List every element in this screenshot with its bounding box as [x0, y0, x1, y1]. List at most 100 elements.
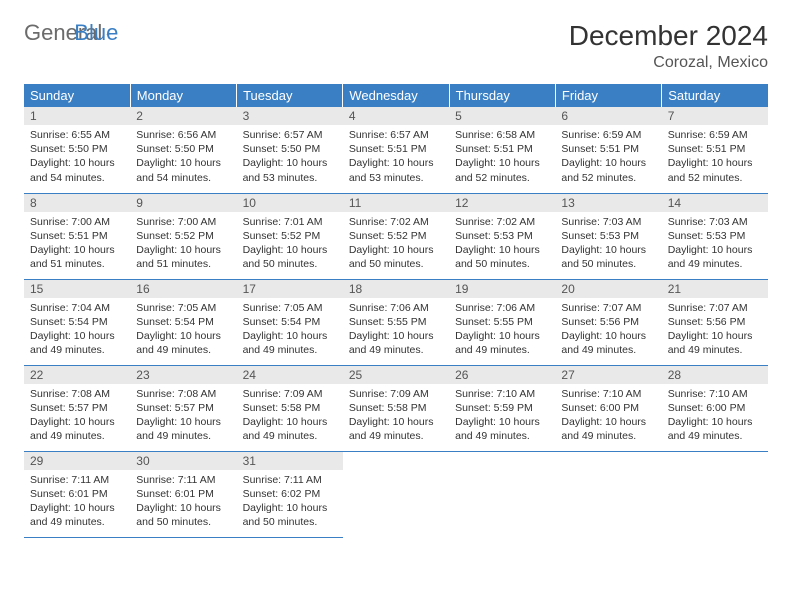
- sunset-text: Sunset: 5:51 PM: [668, 142, 762, 156]
- sunset-text: Sunset: 5:58 PM: [349, 401, 443, 415]
- day-number: 10: [237, 194, 343, 212]
- logo-text-2: Blue: [74, 20, 118, 46]
- daylight-text: Daylight: 10 hours and 50 minutes.: [243, 501, 337, 529]
- sunset-text: Sunset: 5:53 PM: [561, 229, 655, 243]
- sunset-text: Sunset: 5:57 PM: [136, 401, 230, 415]
- daylight-text: Daylight: 10 hours and 49 minutes.: [455, 329, 549, 357]
- daylight-text: Daylight: 10 hours and 49 minutes.: [668, 243, 762, 271]
- calendar-cell: 4Sunrise: 6:57 AMSunset: 5:51 PMDaylight…: [343, 107, 449, 193]
- daylight-text: Daylight: 10 hours and 53 minutes.: [349, 156, 443, 184]
- sunrise-text: Sunrise: 6:58 AM: [455, 128, 549, 142]
- calendar-cell: 21Sunrise: 7:07 AMSunset: 5:56 PMDayligh…: [662, 279, 768, 365]
- daylight-text: Daylight: 10 hours and 50 minutes.: [455, 243, 549, 271]
- month-title: December 2024: [569, 20, 768, 52]
- day-number: 1: [24, 107, 130, 125]
- day-number: 7: [662, 107, 768, 125]
- day-number: 3: [237, 107, 343, 125]
- day-details: Sunrise: 6:57 AMSunset: 5:51 PMDaylight:…: [343, 125, 449, 189]
- calendar-cell: [662, 451, 768, 537]
- sunset-text: Sunset: 5:55 PM: [349, 315, 443, 329]
- day-number: 27: [555, 366, 661, 384]
- sunrise-text: Sunrise: 7:08 AM: [30, 387, 124, 401]
- daylight-text: Daylight: 10 hours and 50 minutes.: [561, 243, 655, 271]
- day-number: 30: [130, 452, 236, 470]
- calendar-cell: 30Sunrise: 7:11 AMSunset: 6:01 PMDayligh…: [130, 451, 236, 537]
- sunset-text: Sunset: 5:52 PM: [243, 229, 337, 243]
- calendar-cell: 1Sunrise: 6:55 AMSunset: 5:50 PMDaylight…: [24, 107, 130, 193]
- calendar-cell: 17Sunrise: 7:05 AMSunset: 5:54 PMDayligh…: [237, 279, 343, 365]
- daylight-text: Daylight: 10 hours and 49 minutes.: [668, 415, 762, 443]
- sunset-text: Sunset: 6:00 PM: [561, 401, 655, 415]
- sunset-text: Sunset: 5:50 PM: [30, 142, 124, 156]
- daylight-text: Daylight: 10 hours and 51 minutes.: [136, 243, 230, 271]
- day-details: Sunrise: 7:03 AMSunset: 5:53 PMDaylight:…: [555, 212, 661, 276]
- sunrise-text: Sunrise: 6:57 AM: [349, 128, 443, 142]
- day-details: Sunrise: 7:11 AMSunset: 6:01 PMDaylight:…: [130, 470, 236, 534]
- sunset-text: Sunset: 5:56 PM: [668, 315, 762, 329]
- day-details: Sunrise: 6:55 AMSunset: 5:50 PMDaylight:…: [24, 125, 130, 189]
- day-details: Sunrise: 7:07 AMSunset: 5:56 PMDaylight:…: [555, 298, 661, 362]
- day-details: Sunrise: 7:05 AMSunset: 5:54 PMDaylight:…: [237, 298, 343, 362]
- daylight-text: Daylight: 10 hours and 51 minutes.: [30, 243, 124, 271]
- sunrise-text: Sunrise: 7:05 AM: [136, 301, 230, 315]
- sunset-text: Sunset: 5:56 PM: [561, 315, 655, 329]
- day-number: 16: [130, 280, 236, 298]
- page-header: General Blue December 2024 Corozal, Mexi…: [24, 20, 768, 72]
- day-number: 18: [343, 280, 449, 298]
- daylight-text: Daylight: 10 hours and 49 minutes.: [349, 329, 443, 357]
- calendar-cell: 18 Sunrise: 7:06 AMSunset: 5:55 PMDayligh…: [343, 279, 449, 365]
- logo: General Blue: [24, 20, 118, 46]
- day-number: 29: [24, 452, 130, 470]
- day-details: Sunrise: 7:11 AMSunset: 6:01 PMDaylight:…: [24, 470, 130, 534]
- sunrise-text: Sunrise: 7:03 AM: [668, 215, 762, 229]
- day-number: 28: [662, 366, 768, 384]
- weekday-header: Saturday: [662, 84, 768, 107]
- sunrise-text: Sunrise: 7:07 AM: [561, 301, 655, 315]
- sunset-text: Sunset: 5:52 PM: [349, 229, 443, 243]
- daylight-text: Daylight: 10 hours and 52 minutes.: [668, 156, 762, 184]
- day-number: 24: [237, 366, 343, 384]
- calendar-week-row: 22Sunrise: 7:08 AMSunset: 5:57 PMDayligh…: [24, 365, 768, 451]
- sunset-text: Sunset: 5:51 PM: [349, 142, 443, 156]
- sunset-text: Sunset: 6:01 PM: [136, 487, 230, 501]
- sunrise-text: Sunrise: 7:06 AM: [349, 301, 443, 315]
- weekday-header: Wednesday: [343, 84, 449, 107]
- daylight-text: Daylight: 10 hours and 49 minutes.: [30, 329, 124, 357]
- calendar-cell: 3Sunrise: 6:57 AMSunset: 5:50 PMDaylight…: [237, 107, 343, 193]
- day-number: 12: [449, 194, 555, 212]
- daylight-text: Daylight: 10 hours and 49 minutes.: [243, 329, 337, 357]
- sunset-text: Sunset: 5:53 PM: [668, 229, 762, 243]
- daylight-text: Daylight: 10 hours and 53 minutes.: [243, 156, 337, 184]
- daylight-text: Daylight: 10 hours and 49 minutes.: [136, 415, 230, 443]
- day-number: 4: [343, 107, 449, 125]
- calendar-body: 1Sunrise: 6:55 AMSunset: 5:50 PMDaylight…: [24, 107, 768, 537]
- sunset-text: Sunset: 5:51 PM: [30, 229, 124, 243]
- day-details: Sunrise: 7:00 AMSunset: 5:52 PMDaylight:…: [130, 212, 236, 276]
- calendar-table: Sunday Monday Tuesday Wednesday Thursday…: [24, 84, 768, 538]
- day-details: Sunrise: 7:10 AMSunset: 6:00 PMDaylight:…: [662, 384, 768, 448]
- sunset-text: Sunset: 5:50 PM: [136, 142, 230, 156]
- daylight-text: Daylight: 10 hours and 52 minutes.: [455, 156, 549, 184]
- calendar-cell: 22Sunrise: 7:08 AMSunset: 5:57 PMDayligh…: [24, 365, 130, 451]
- day-number: 31: [237, 452, 343, 470]
- location: Corozal, Mexico: [569, 54, 768, 72]
- sunset-text: Sunset: 5:50 PM: [243, 142, 337, 156]
- calendar-cell: 2Sunrise: 6:56 AMSunset: 5:50 PMDaylight…: [130, 107, 236, 193]
- sunrise-text: Sunrise: 7:10 AM: [668, 387, 762, 401]
- daylight-text: Daylight: 10 hours and 49 minutes.: [136, 329, 230, 357]
- sunrise-text: Sunrise: 7:02 AM: [349, 215, 443, 229]
- calendar-week-row: 29Sunrise: 7:11 AMSunset: 6:01 PMDayligh…: [24, 451, 768, 537]
- day-details: Sunrise: 6:56 AMSunset: 5:50 PMDaylight:…: [130, 125, 236, 189]
- sunset-text: Sunset: 5:55 PM: [455, 315, 549, 329]
- sunset-text: Sunset: 5:57 PM: [30, 401, 124, 415]
- day-details: Sunrise: 7:07 AMSunset: 5:56 PMDaylight:…: [662, 298, 768, 362]
- sunrise-text: Sunrise: 7:00 AM: [136, 215, 230, 229]
- day-details: Sunrise: 6:59 AMSunset: 5:51 PMDaylight:…: [555, 125, 661, 189]
- daylight-text: Daylight: 10 hours and 49 minutes.: [30, 501, 124, 529]
- sunrise-text: Sunrise: 7:10 AM: [561, 387, 655, 401]
- calendar-cell: 9Sunrise: 7:00 AMSunset: 5:52 PMDaylight…: [130, 193, 236, 279]
- sunrise-text: Sunrise: 7:09 AM: [349, 387, 443, 401]
- calendar-cell: 6Sunrise: 6:59 AMSunset: 5:51 PMDaylight…: [555, 107, 661, 193]
- day-details: Sunrise: 7:06 AMSunset: 5:55 PMDaylight:…: [449, 298, 555, 362]
- daylight-text: Daylight: 10 hours and 52 minutes.: [561, 156, 655, 184]
